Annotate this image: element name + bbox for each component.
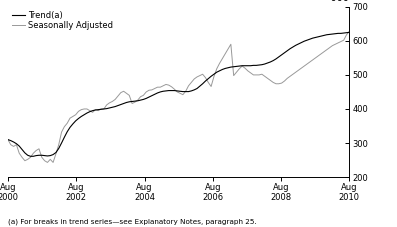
Text: '000: '000 (328, 0, 349, 3)
Text: (a) For breaks in trend series—see Explanatory Notes, paragraph 25.: (a) For breaks in trend series—see Expla… (8, 218, 257, 225)
Legend: Trend(a), Seasonally Adjusted: Trend(a), Seasonally Adjusted (12, 11, 113, 30)
